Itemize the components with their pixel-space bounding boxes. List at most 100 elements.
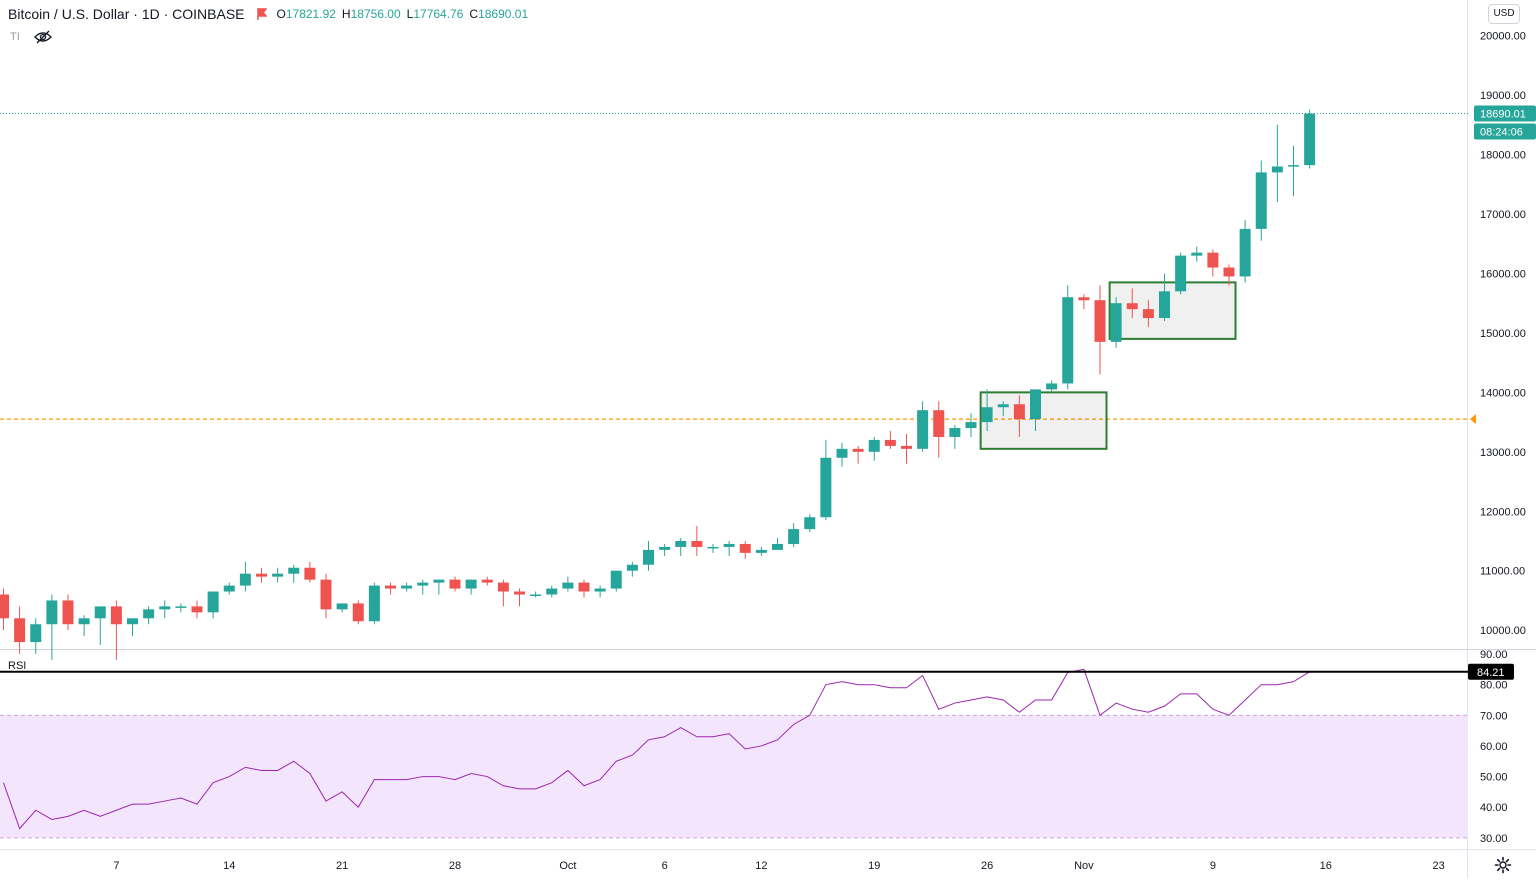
candle-body (546, 588, 558, 595)
symbol-title[interactable]: Bitcoin / U.S. Dollar · 1D · COINBASE (8, 6, 245, 22)
candle-up (675, 538, 687, 556)
time-tick-label: 21 (336, 860, 348, 872)
candle-down (1223, 264, 1235, 286)
flag-icon[interactable] (256, 8, 267, 20)
eye-hidden-icon[interactable] (33, 30, 52, 44)
candle-up (562, 576, 574, 592)
candle-body (127, 618, 138, 625)
candle-up (820, 439, 832, 521)
candle-up (772, 538, 783, 550)
candle-down (14, 606, 26, 654)
time-tick-label: 14 (223, 860, 235, 872)
candle-body (368, 585, 380, 622)
candle-up (94, 606, 106, 646)
candle-down (304, 561, 316, 583)
candle-up (1159, 273, 1170, 322)
candle-up (46, 594, 58, 660)
candle-up (465, 579, 477, 595)
candle-down (578, 579, 590, 598)
indicator-label[interactable]: TI (10, 31, 20, 43)
candle-body (1207, 252, 1219, 268)
candle-up (401, 582, 413, 592)
consolidation-box (979, 391, 1108, 450)
candle-up (1191, 246, 1203, 262)
candle-body (739, 543, 751, 553)
candle-down (62, 594, 74, 631)
candle-body (14, 618, 26, 643)
candle-body (239, 573, 251, 586)
candle-body (772, 543, 783, 550)
price-tick-label: 15000.00 (1480, 328, 1526, 340)
rsi-value-label: 84.21 (1477, 667, 1505, 679)
price-tick-label: 12000.00 (1480, 506, 1526, 518)
candle-body (933, 410, 945, 437)
candle-body (804, 517, 816, 530)
candle-up (546, 585, 558, 598)
candle-down (0, 588, 9, 631)
candle-up (788, 523, 800, 547)
rsi-tick-label: 60.00 (1480, 741, 1508, 753)
candle-body (62, 600, 74, 625)
price-tick-label: 10000.00 (1480, 625, 1526, 637)
consolidation-box (1108, 281, 1237, 340)
candle-down (320, 573, 332, 619)
candle-body (1223, 267, 1235, 277)
candle-body (0, 594, 9, 619)
candle-up (643, 540, 654, 571)
candle-up (1288, 145, 1299, 197)
candle-body (1062, 297, 1074, 384)
candle-down (901, 433, 912, 464)
candle-body (481, 579, 493, 583)
candle-body (820, 457, 832, 518)
candle-body (401, 585, 413, 589)
support-marker[interactable] (1470, 414, 1476, 425)
time-tick-label: 6 (662, 860, 668, 872)
indicator-sub-header: TI (10, 30, 52, 44)
candle-body (320, 579, 332, 610)
candle-body (175, 606, 187, 608)
candle-body (707, 546, 719, 549)
candle-up (997, 401, 1009, 417)
countdown-tag (1474, 123, 1536, 140)
rsi-tick-label: 80.00 (1480, 680, 1508, 692)
candle-down (739, 540, 751, 559)
candle-body (94, 606, 106, 619)
rsi-tick-label: 50.00 (1480, 772, 1508, 784)
candle-up (336, 603, 348, 613)
candle-body (530, 594, 542, 596)
currency-button[interactable]: USD (1488, 4, 1520, 24)
candle-body (514, 591, 525, 595)
candle-body (1078, 297, 1090, 301)
candle-up (239, 561, 251, 592)
candle-body (1046, 383, 1058, 390)
time-tick-label: 26 (981, 860, 993, 872)
last-price-label: 18690.01 (1480, 109, 1526, 121)
price-tick-label: 17000.00 (1480, 209, 1526, 221)
candle-up (1175, 252, 1187, 295)
time-tick-label: 7 (113, 860, 119, 872)
ohlc-high: H18756.00 (341, 7, 401, 21)
candle-up (78, 615, 90, 637)
candle-body (594, 588, 606, 592)
time-tick-label: Nov (1074, 860, 1094, 872)
candle-body (1304, 113, 1316, 166)
candle-body (1175, 255, 1187, 292)
candle-up (30, 618, 42, 654)
candle-body (659, 546, 671, 550)
candle-down (352, 600, 364, 625)
gear-icon[interactable] (1494, 856, 1512, 874)
candle-body (949, 428, 961, 437)
candle-body (723, 543, 735, 547)
rsi-value-tag (1468, 663, 1514, 680)
rsi-tick-label: 40.00 (1480, 802, 1508, 814)
rsi-pane-title[interactable]: RSI (8, 660, 27, 672)
candle-body (78, 618, 90, 625)
candle-body (207, 591, 219, 613)
candle-body (626, 564, 638, 571)
candle-down (256, 567, 267, 583)
ohlc-low: L17764.76 (406, 7, 464, 21)
candle-up (417, 579, 429, 595)
candle-body (417, 582, 429, 586)
time-tick-label: 19 (868, 860, 880, 872)
